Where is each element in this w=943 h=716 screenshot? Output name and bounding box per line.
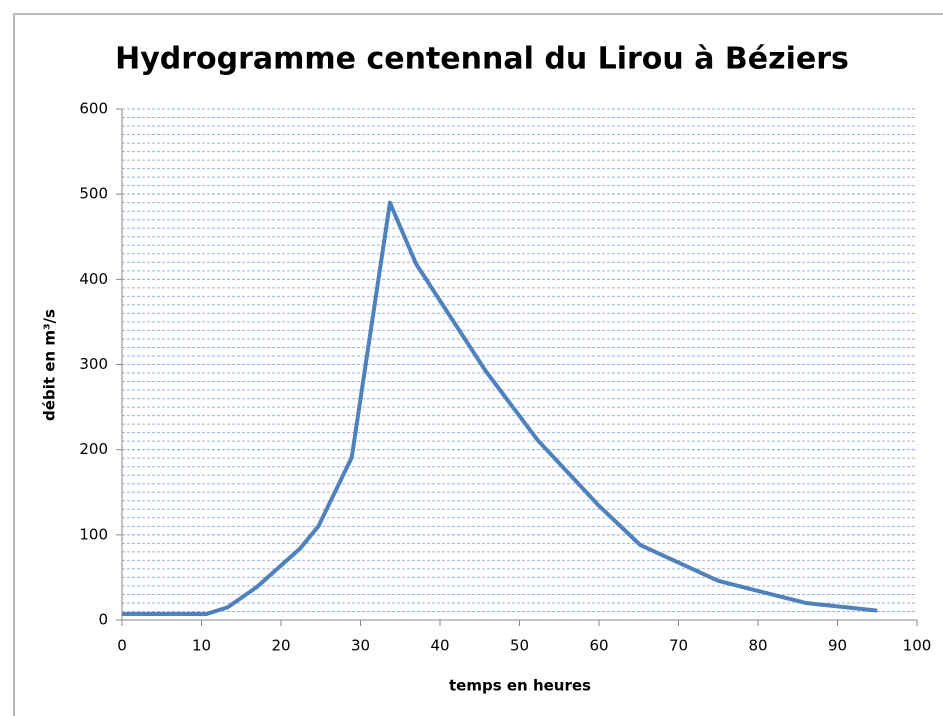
y-tick-label: 300: [79, 355, 108, 373]
data-line: [122, 200, 878, 617]
y-axis-label: débit en m³/s: [41, 309, 59, 421]
x-tick-label: 70: [669, 637, 688, 655]
x-tick-label: 20: [271, 637, 290, 655]
chart-title: Hydrogramme centennal du Lirou à Béziers: [115, 42, 849, 77]
x-tick-label: 100: [903, 637, 932, 655]
x-tick-label: 30: [351, 637, 370, 655]
x-axis-label: temps en heures: [449, 677, 591, 695]
x-tick-label: 50: [510, 637, 529, 655]
x-tick-label: 90: [828, 637, 847, 655]
y-tick-label: 400: [79, 270, 108, 288]
y-tick-label: 100: [79, 525, 108, 543]
y-tick-label: 500: [79, 185, 108, 203]
x-tick-label: 80: [748, 637, 767, 655]
y-tick-label: 200: [79, 440, 108, 458]
x-tick-label: 10: [192, 637, 211, 655]
x-tick-label: 0: [117, 637, 127, 655]
x-tick-label: 60: [589, 637, 608, 655]
x-tick-label: 40: [430, 637, 449, 655]
y-tick-label: 0: [98, 611, 108, 629]
y-tick-label: 600: [79, 100, 108, 118]
